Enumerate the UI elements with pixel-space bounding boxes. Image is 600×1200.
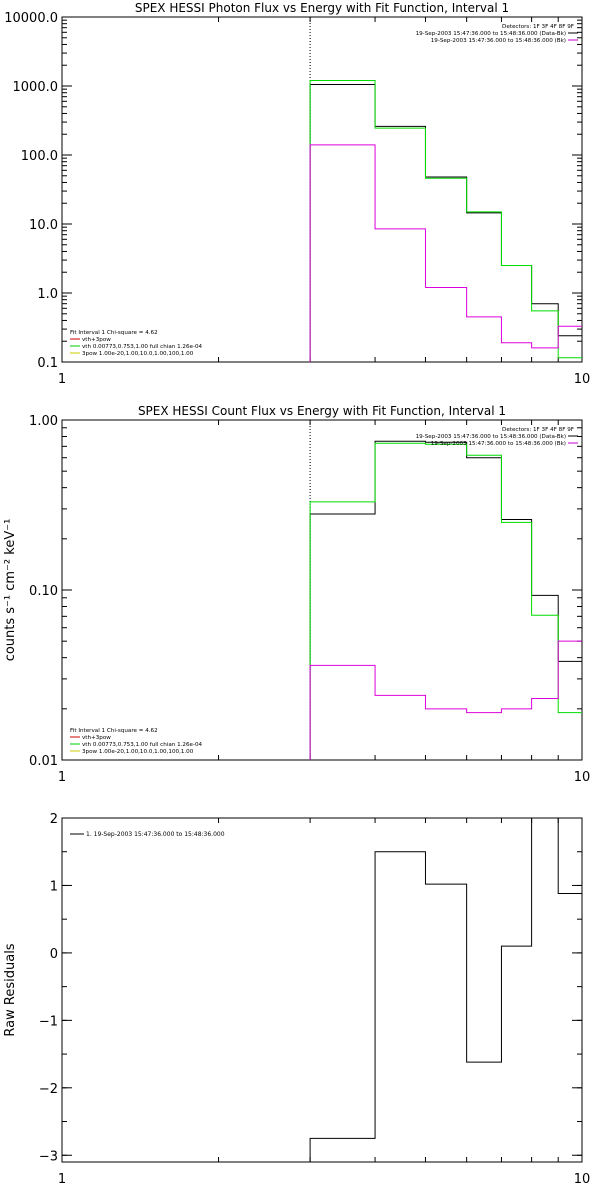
legend-entry: vth 0.00773,0.753,1.00 full chian 1.26e-… (82, 742, 203, 748)
x-tick-label: 10 (574, 372, 591, 387)
y-axis-label: Raw Residuals (3, 943, 18, 1036)
legend-entry: 3pow 1.00e-20,1.00,10.0,1.00,100,1.00 (82, 351, 194, 357)
series-line-3 (309, 640, 582, 760)
y-tick-label: 1000.0 (13, 80, 59, 95)
legend-entry: 3pow 1.00e-20,1.00,10.0,1.00,100,1.00 (82, 749, 194, 755)
chart-title: SPEX HESSI Count Flux vs Energy with Fit… (138, 404, 506, 418)
y-axis-label: counts s⁻¹ cm⁻² keV⁻¹ (3, 519, 18, 662)
x-tick-label: 10 (574, 770, 591, 785)
series-line-3 (309, 144, 582, 362)
legend-entry: vth 0.00773,0.753,1.00 full chian 1.26e-… (82, 344, 203, 350)
legend-entry: vth+3pow (82, 735, 111, 741)
legend-entry: vth+3pow (82, 337, 111, 343)
y-tick-label: 0.01 (29, 754, 58, 769)
y-tick-label: −1 (39, 1014, 58, 1029)
plot-frame (61, 817, 583, 1163)
panel-2: SPEX HESSI Count Flux vs Energy with Fit… (3, 404, 590, 785)
legend-entry: 19-Sep-2003 15:47:36.000 to 15:48:36.000… (416, 31, 566, 37)
y-tick-label: −3 (39, 1149, 58, 1164)
y-tick-label: 0.1 (37, 356, 58, 371)
y-tick-label: 1.0 (37, 287, 58, 302)
y-tick-label: 10.0 (29, 218, 58, 233)
legend-entry: Detectors: 1F 3F 4F 8F 9F (502, 427, 574, 433)
panel-1: SPEX HESSI Photon Flux vs Energy with Fi… (4, 1, 590, 387)
y-tick-label: 1.00 (29, 414, 58, 429)
series-line-2 (309, 442, 582, 760)
panel-3: Raw Residuals 1 10 −3 −2 −1 0 1 2 1. 19-Sep-2003 … (3, 812, 590, 1187)
plot-frame (61, 16, 583, 363)
chart-title: SPEX HESSI Photon Flux vs Energy with Fi… (135, 1, 509, 15)
x-tick-label: 1 (58, 1172, 66, 1187)
y-tick-label: 10000.0 (4, 11, 58, 26)
x-tick-label: 1 (58, 372, 66, 387)
series-line-1 (309, 440, 582, 760)
x-tick-label: 10 (574, 1172, 591, 1187)
series-line-1 (309, 84, 582, 362)
legend-entry: Detectors: 1F 3F 4F 8F 9F (502, 24, 574, 30)
legend-entry: Fit Interval 1 Chi-square = 4.62 (70, 330, 158, 336)
y-tick-label: 0 (50, 947, 58, 962)
y-tick-label: −2 (39, 1082, 58, 1097)
y-tick-label: 2 (50, 812, 58, 827)
legend-entry: 19-Sep-2003 15:47:36.000 to 15:48:36.000… (416, 434, 566, 440)
legend-entry: 1. 19-Sep-2003 15:47:36.000 to 15:48:36.… (86, 831, 225, 838)
y-tick-label: 100.0 (21, 149, 58, 164)
legend-entry: 19-Sep-2003 15:47:36.000 to 15:48:36.000… (431, 38, 566, 44)
y-tick-label: 1 (50, 879, 58, 894)
y-tick-label: 0.10 (29, 584, 58, 599)
series-line-2 (309, 80, 582, 362)
x-tick-label: 1 (58, 770, 66, 785)
series-line-1 (309, 818, 582, 1162)
legend-entry: Fit Interval 1 Chi-square = 4.62 (70, 728, 158, 734)
legend-entry: 19-Sep-2003 15:47:36.000 to 15:48:36.000… (431, 441, 566, 447)
